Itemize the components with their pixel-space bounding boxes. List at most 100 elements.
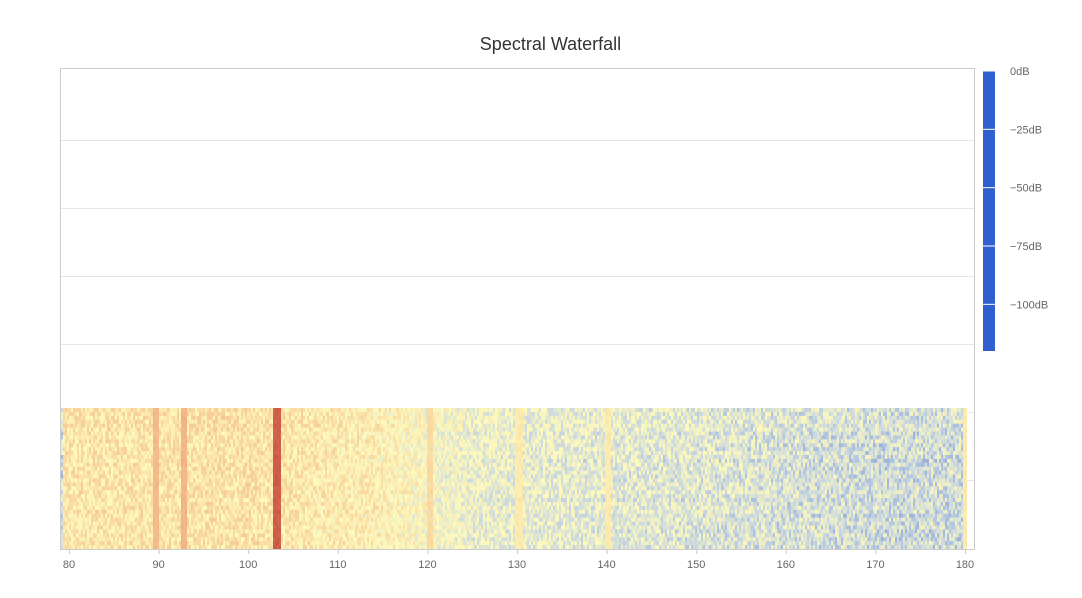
heatmap-cell	[909, 408, 911, 413]
heatmap-cell	[961, 411, 963, 417]
heatmap-cell	[245, 439, 247, 444]
heatmap-cell	[761, 427, 763, 432]
heatmap-cell	[325, 415, 327, 421]
heatmap-cell	[363, 411, 365, 417]
heatmap-cell	[207, 435, 209, 440]
heatmap-cell	[475, 439, 477, 444]
heatmap-cell	[201, 423, 203, 428]
heatmap-cell	[181, 408, 183, 413]
heatmap-cell	[671, 419, 673, 425]
heatmap-cell	[393, 439, 395, 444]
heatmap-cell	[891, 435, 893, 440]
heatmap-cell	[881, 443, 883, 448]
heatmap-cell	[509, 439, 511, 444]
heatmap-cell	[375, 435, 377, 440]
heatmap-cell	[591, 443, 593, 448]
heatmap-cell	[301, 443, 303, 448]
heatmap-cell	[859, 411, 861, 417]
heatmap-cell	[515, 408, 517, 413]
heatmap-cell	[265, 443, 267, 448]
heatmap-cell	[135, 439, 137, 444]
heatmap-cell	[61, 443, 63, 448]
heatmap-cell	[409, 419, 411, 425]
heatmap-cell	[255, 427, 257, 432]
heatmap-cell	[385, 447, 387, 452]
heatmap-cell	[205, 439, 207, 444]
heatmap-cell	[123, 447, 125, 452]
heatmap-cell	[529, 408, 531, 413]
heatmap-cell	[759, 431, 761, 436]
heatmap-cell	[495, 419, 497, 425]
heatmap-cell	[631, 443, 633, 448]
heatmap-cell	[555, 408, 557, 413]
heatmap-cell	[81, 411, 83, 417]
heatmap-cell	[607, 408, 609, 413]
heatmap-cell	[895, 411, 897, 417]
heatmap-cell	[797, 439, 799, 444]
heatmap-cell	[769, 411, 771, 417]
heatmap-cell	[835, 431, 837, 436]
heatmap-cell	[739, 431, 741, 436]
heatmap-cell	[177, 419, 179, 425]
heatmap-cell	[383, 419, 385, 425]
heatmap-cell	[797, 447, 799, 452]
heatmap-cell	[851, 423, 853, 428]
heatmap-cell	[497, 435, 499, 440]
heatmap-cell	[195, 427, 197, 432]
heatmap-cell	[237, 427, 239, 432]
heatmap-cell	[185, 427, 187, 432]
heatmap-cell	[501, 443, 503, 448]
heatmap-cell	[707, 443, 709, 448]
heatmap-cell	[419, 443, 421, 448]
heatmap-cell	[293, 427, 295, 432]
heatmap-cell	[727, 408, 729, 413]
heatmap-cell	[177, 431, 179, 436]
heatmap-cell	[289, 408, 291, 413]
heatmap-cell	[687, 443, 689, 448]
heatmap-cell	[317, 447, 319, 452]
heatmap-cell	[715, 427, 717, 432]
heatmap-cell	[429, 443, 431, 448]
heatmap-cell	[91, 439, 93, 444]
heatmap-cell	[815, 408, 817, 413]
heatmap-cell	[753, 431, 755, 436]
heatmap-cell	[65, 408, 67, 413]
heatmap-cell	[767, 447, 769, 452]
heatmap-cell	[165, 443, 167, 448]
heatmap-cell	[469, 423, 471, 428]
heatmap-cell	[309, 439, 311, 444]
heatmap-cell	[815, 439, 817, 444]
heatmap-cell	[195, 419, 197, 425]
heatmap-cell	[381, 435, 383, 440]
heatmap-cell	[889, 408, 891, 413]
heatmap-cell	[887, 411, 889, 417]
heatmap-cell	[411, 443, 413, 448]
heatmap-cell	[955, 427, 957, 432]
heatmap-cell	[403, 427, 405, 432]
heatmap-cell	[765, 435, 767, 440]
heatmap-cell	[949, 435, 951, 440]
heatmap-cell	[575, 411, 577, 417]
heatmap-cell	[509, 435, 511, 440]
heatmap-cell	[481, 427, 483, 432]
heatmap-cell	[187, 423, 189, 428]
heatmap-cell	[895, 415, 897, 421]
heatmap-cell	[191, 435, 193, 440]
heatmap-cell	[381, 415, 383, 421]
heatmap-cell	[399, 443, 401, 448]
heatmap-cell	[139, 411, 141, 417]
heatmap-cell	[201, 439, 203, 444]
heatmap-cell	[693, 435, 695, 440]
heatmap-cell	[127, 408, 129, 413]
heatmap-cell	[309, 443, 311, 448]
heatmap-cell	[697, 423, 699, 428]
heatmap-cell	[111, 443, 113, 448]
heatmap-cell	[413, 447, 415, 452]
heatmap-cell	[819, 408, 821, 413]
heatmap-cell	[783, 435, 785, 440]
heatmap-cell	[209, 439, 211, 444]
heatmap-cell	[419, 435, 421, 440]
heatmap-cell	[923, 431, 925, 436]
heatmap-cell	[579, 415, 581, 421]
heatmap-cell	[887, 427, 889, 432]
